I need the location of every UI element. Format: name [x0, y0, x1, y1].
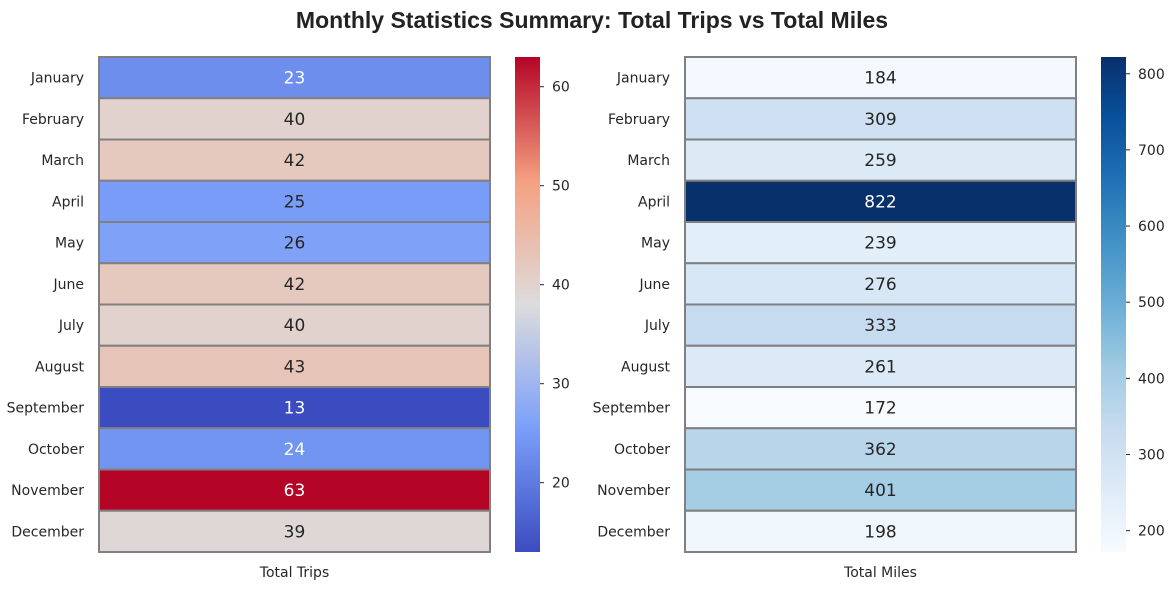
cell-value-label: 333 — [864, 316, 896, 336]
row-label: January — [30, 71, 84, 87]
chart-title: Monthly Statistics Summary: Total Trips … — [296, 7, 888, 33]
heatmap-cell — [98, 97, 491, 141]
cell-value-label: 261 — [864, 357, 896, 377]
heatmap-cell — [98, 468, 491, 512]
cell-value-label: 43 — [284, 357, 306, 377]
colorbar-tick-label: 20 — [552, 476, 570, 492]
cell-value-label: 24 — [284, 440, 306, 460]
row-label: February — [608, 112, 670, 128]
cell-value-label: 26 — [284, 234, 306, 254]
row-label: October — [28, 442, 84, 458]
colorbar — [1101, 57, 1126, 552]
heatmap-cell — [98, 179, 491, 223]
cell-value-label: 63 — [284, 481, 306, 501]
cell-value-label: 40 — [284, 316, 306, 336]
heatmap-panel-2: 184 309 259 822 239 276 333 261 172 362 401 198 Janu… — [593, 56, 1165, 581]
heatmap-cell — [684, 221, 1077, 265]
row-label: August — [621, 359, 671, 375]
cell-value-label: 362 — [864, 440, 896, 460]
cell-value-label: 172 — [864, 399, 896, 419]
colorbar-tick-label: 600 — [1138, 219, 1165, 235]
heatmap-cell — [684, 427, 1077, 471]
row-label: April — [52, 194, 84, 210]
heatmap-cell — [684, 179, 1077, 223]
cell-value-label: 401 — [864, 481, 896, 501]
heatmap-cell — [684, 138, 1077, 182]
row-label: September — [593, 401, 671, 417]
colorbar-tick-label: 800 — [1138, 67, 1165, 83]
cell-value-label: 276 — [864, 275, 896, 295]
heatmap-panels: 23 40 42 25 26 42 40 43 13 24 63 39 January February M… — [7, 56, 1165, 581]
row-label: March — [627, 153, 670, 169]
cell-value-label: 25 — [284, 192, 306, 212]
cell-value-label: 184 — [864, 69, 896, 89]
row-label: August — [35, 359, 85, 375]
cell-value-label: 198 — [864, 522, 896, 542]
row-label: June — [639, 277, 671, 293]
row-label: June — [53, 277, 85, 293]
column-label: Total Trips — [259, 565, 329, 581]
cell-value-label: 42 — [284, 151, 306, 171]
heatmap-cell — [98, 509, 491, 553]
colorbar-tick-label: 60 — [552, 80, 570, 96]
cell-value-label: 309 — [864, 110, 896, 130]
row-label: March — [41, 153, 84, 169]
heatmap-cell — [684, 509, 1077, 553]
colorbar-tick-label: 700 — [1138, 143, 1165, 159]
colorbar-tick-label: 300 — [1138, 448, 1165, 464]
heatmap-cell — [98, 262, 491, 306]
cell-value-label: 42 — [284, 275, 306, 295]
row-label: February — [22, 112, 84, 128]
row-label: November — [597, 483, 670, 499]
heatmap-cell — [98, 344, 491, 388]
heatmap-cell — [684, 303, 1077, 347]
cell-value-label: 13 — [284, 399, 306, 419]
heatmap-cell — [684, 262, 1077, 306]
row-label: July — [58, 318, 84, 334]
row-label: November — [11, 483, 84, 499]
colorbar-tick-label: 200 — [1138, 524, 1165, 540]
row-label: April — [638, 194, 670, 210]
heatmap-cell — [684, 386, 1077, 430]
heatmap-panel-1: 23 40 42 25 26 42 40 43 13 24 63 39 January February M… — [7, 56, 570, 581]
row-label: May — [55, 236, 84, 252]
row-label: October — [614, 442, 670, 458]
row-label: July — [644, 318, 670, 334]
row-label: September — [7, 401, 85, 417]
heatmap-cell — [98, 56, 491, 100]
cell-value-label: 822 — [864, 192, 896, 212]
colorbar-tick-label: 50 — [552, 179, 570, 195]
row-label: December — [11, 524, 84, 540]
colorbar-tick-label: 30 — [552, 377, 570, 393]
colorbar-tick-label: 500 — [1138, 295, 1165, 311]
heatmap-cell — [684, 56, 1077, 100]
cell-value-label: 239 — [864, 234, 896, 254]
cell-value-label: 259 — [864, 151, 896, 171]
colorbar — [515, 57, 540, 552]
heatmap-cell — [684, 344, 1077, 388]
cell-value-label: 40 — [284, 110, 306, 130]
colorbar-tick-label: 40 — [552, 278, 570, 294]
cell-value-label: 39 — [284, 522, 306, 542]
colorbar-tick-label: 400 — [1138, 371, 1165, 387]
heatmap-cell — [684, 97, 1077, 141]
cell-value-label: 23 — [284, 69, 306, 89]
row-label: December — [597, 524, 670, 540]
column-label: Total Miles — [843, 565, 917, 581]
row-label: May — [641, 236, 670, 252]
heatmap-cell — [98, 427, 491, 471]
row-label: January — [616, 71, 670, 87]
